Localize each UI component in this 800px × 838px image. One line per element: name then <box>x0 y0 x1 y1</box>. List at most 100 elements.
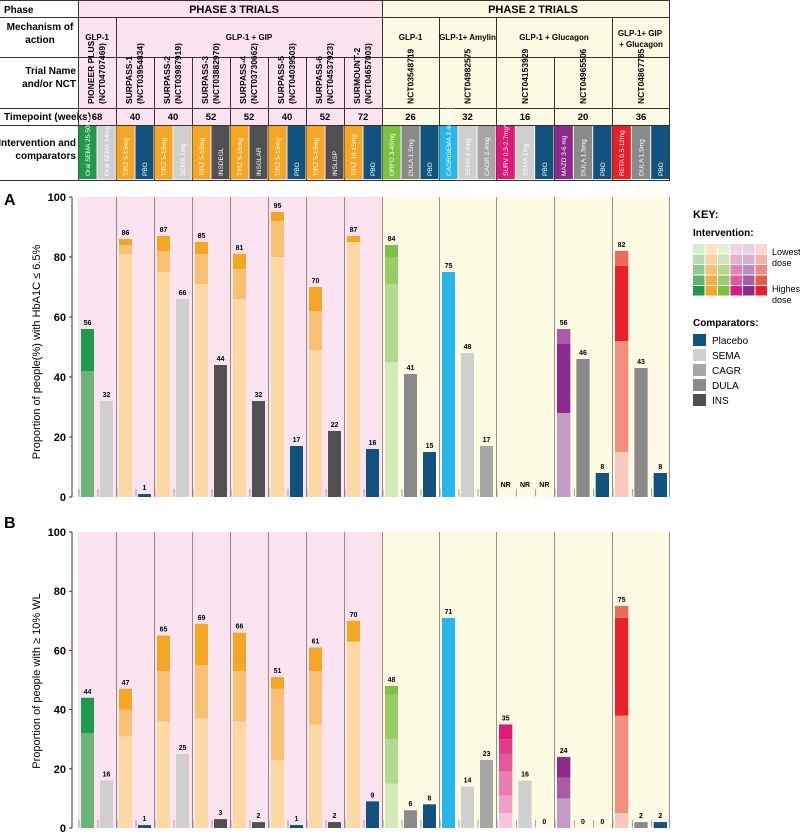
y-tick-label: 80 <box>54 252 66 264</box>
key-highest-dose: Highest dose <box>772 284 800 305</box>
arm-label: PBO <box>658 162 665 176</box>
arm-color-cell <box>154 126 173 179</box>
arm-color-cell <box>306 126 325 179</box>
bar-dose-segment <box>271 221 284 257</box>
bar-dose-segment <box>499 813 513 828</box>
bar-value-label: 48 <box>388 677 396 684</box>
bar-dose-segment <box>157 272 170 497</box>
key-comparator-label: Placebo <box>712 336 749 347</box>
bar-dose-segment <box>615 452 629 497</box>
trial-name: SURPASS-3 <box>200 56 210 104</box>
mechanism-row-label-2: action <box>25 35 54 46</box>
arm-label: PBO <box>370 162 377 176</box>
trial-timepoint: 26 <box>405 112 416 123</box>
arm-label: INSLISP <box>332 151 339 176</box>
bar <box>214 365 227 497</box>
key-intervention-swatch <box>743 286 755 296</box>
y-tick-label: 60 <box>54 312 66 324</box>
trial-nct: (NCT03882970) <box>211 43 221 104</box>
y-tick-label: 20 <box>54 764 66 776</box>
phase3-title: PHASE 3 TRIALS <box>189 4 279 16</box>
arm-color-cell <box>612 126 631 179</box>
bar-value-label: 17 <box>483 437 491 444</box>
mechanism-label: GLP-1 <box>399 33 423 42</box>
mechanism-row-label-1: Mechanism of <box>7 22 74 33</box>
key-comparator-label: SEMA <box>712 351 741 362</box>
bar-dose-segment <box>309 724 322 828</box>
key-comparator-swatch <box>693 349 706 361</box>
bar <box>423 452 436 497</box>
y-tick-label: 80 <box>54 586 66 598</box>
bar-dose-segment <box>309 350 322 497</box>
arm-color-cell <box>631 126 651 179</box>
key-intervention-swatch <box>718 265 730 275</box>
bar-dose-segment <box>81 733 94 828</box>
key-intervention-swatch <box>693 265 705 275</box>
trial-nct: (NCT04039503) <box>287 43 297 104</box>
bar <box>480 446 493 497</box>
bar-value-label: 75 <box>445 263 453 270</box>
arm-color-cell <box>477 126 496 179</box>
arm-color-cell <box>287 126 306 179</box>
phase-row-label: Phase <box>4 5 34 16</box>
bar <box>423 804 436 828</box>
bar-value-label: 24 <box>560 748 568 755</box>
bar-dose-segment <box>157 251 170 272</box>
key-intervention-swatch <box>755 286 767 296</box>
bar-dose-segment <box>119 709 132 737</box>
key-intervention-swatch <box>718 244 730 254</box>
bar-value-label: 95 <box>274 203 282 210</box>
key-intervention-swatch <box>730 275 742 285</box>
bar-dose-segment <box>615 813 629 828</box>
key-intervention-swatch <box>705 286 717 296</box>
trial-timepoint: 40 <box>130 112 141 123</box>
legend-key: KEY: Intervention: Lowest dose Highest dos… <box>693 209 800 407</box>
bar-value-label: 66 <box>236 624 244 631</box>
trial-name: NCT04965506 <box>578 48 588 104</box>
bar-value-label: 51 <box>274 668 282 675</box>
bar-value-label: 48 <box>464 344 472 351</box>
bar-dose-segment <box>271 677 284 689</box>
bar-dose-segment <box>615 606 629 618</box>
key-label-line: dose <box>772 258 792 268</box>
trial-nct: (NCT03954834) <box>135 43 145 104</box>
bar-value-label: 84 <box>388 236 396 243</box>
bar-value-label: 56 <box>560 320 568 327</box>
bar <box>176 754 189 828</box>
bar-dose-segment <box>615 266 629 341</box>
arm-color-cell <box>382 126 401 179</box>
bar-dose-segment <box>615 617 629 716</box>
arm-label: TIRZ 5-15mg <box>313 137 320 176</box>
arm-label: MAZD 3-6 mg <box>561 135 568 176</box>
bar-dose-segment <box>347 242 360 497</box>
arm-label: SEMA 1mg <box>523 143 530 176</box>
bar-dose-segment <box>499 771 513 796</box>
key-intervention-swatch <box>730 286 742 296</box>
trial-name: SURPASS-1 <box>124 56 134 104</box>
bar-value-label: 1 <box>143 485 147 492</box>
bar-dose-segment <box>385 362 398 497</box>
bar <box>328 431 341 497</box>
trial-name: NCT03548719 <box>406 48 416 104</box>
arm-label: PBO <box>142 162 149 176</box>
bar-dose-segment <box>557 777 571 799</box>
arm-color-cell <box>458 126 477 179</box>
arm-color-cell <box>593 126 612 179</box>
trial-name: NCT04867785 <box>636 48 646 104</box>
y-tick-label: 100 <box>48 192 66 204</box>
mechanism-label: GLP-1 + GIP <box>226 33 273 42</box>
panel-b-ylabel: Proportion of people with ≥ 10% WL <box>31 593 43 768</box>
trial-name: SURPASS-2 <box>162 56 172 104</box>
key-intervention-swatch <box>743 254 755 264</box>
bar <box>442 617 455 828</box>
trial-nct: (NCT04707469) <box>97 43 107 104</box>
key-label-line: Lowest <box>772 247 800 257</box>
arm-label: TIRZ 10-15mg <box>351 134 358 176</box>
bar <box>653 822 667 828</box>
bar-dose-segment <box>195 254 208 284</box>
bar-dose-segment <box>195 665 208 719</box>
trial-nct: (NCT03987919) <box>173 43 183 104</box>
arm-label: TIRZ 5-15mg <box>199 137 206 176</box>
bar-dose-segment <box>271 212 284 221</box>
